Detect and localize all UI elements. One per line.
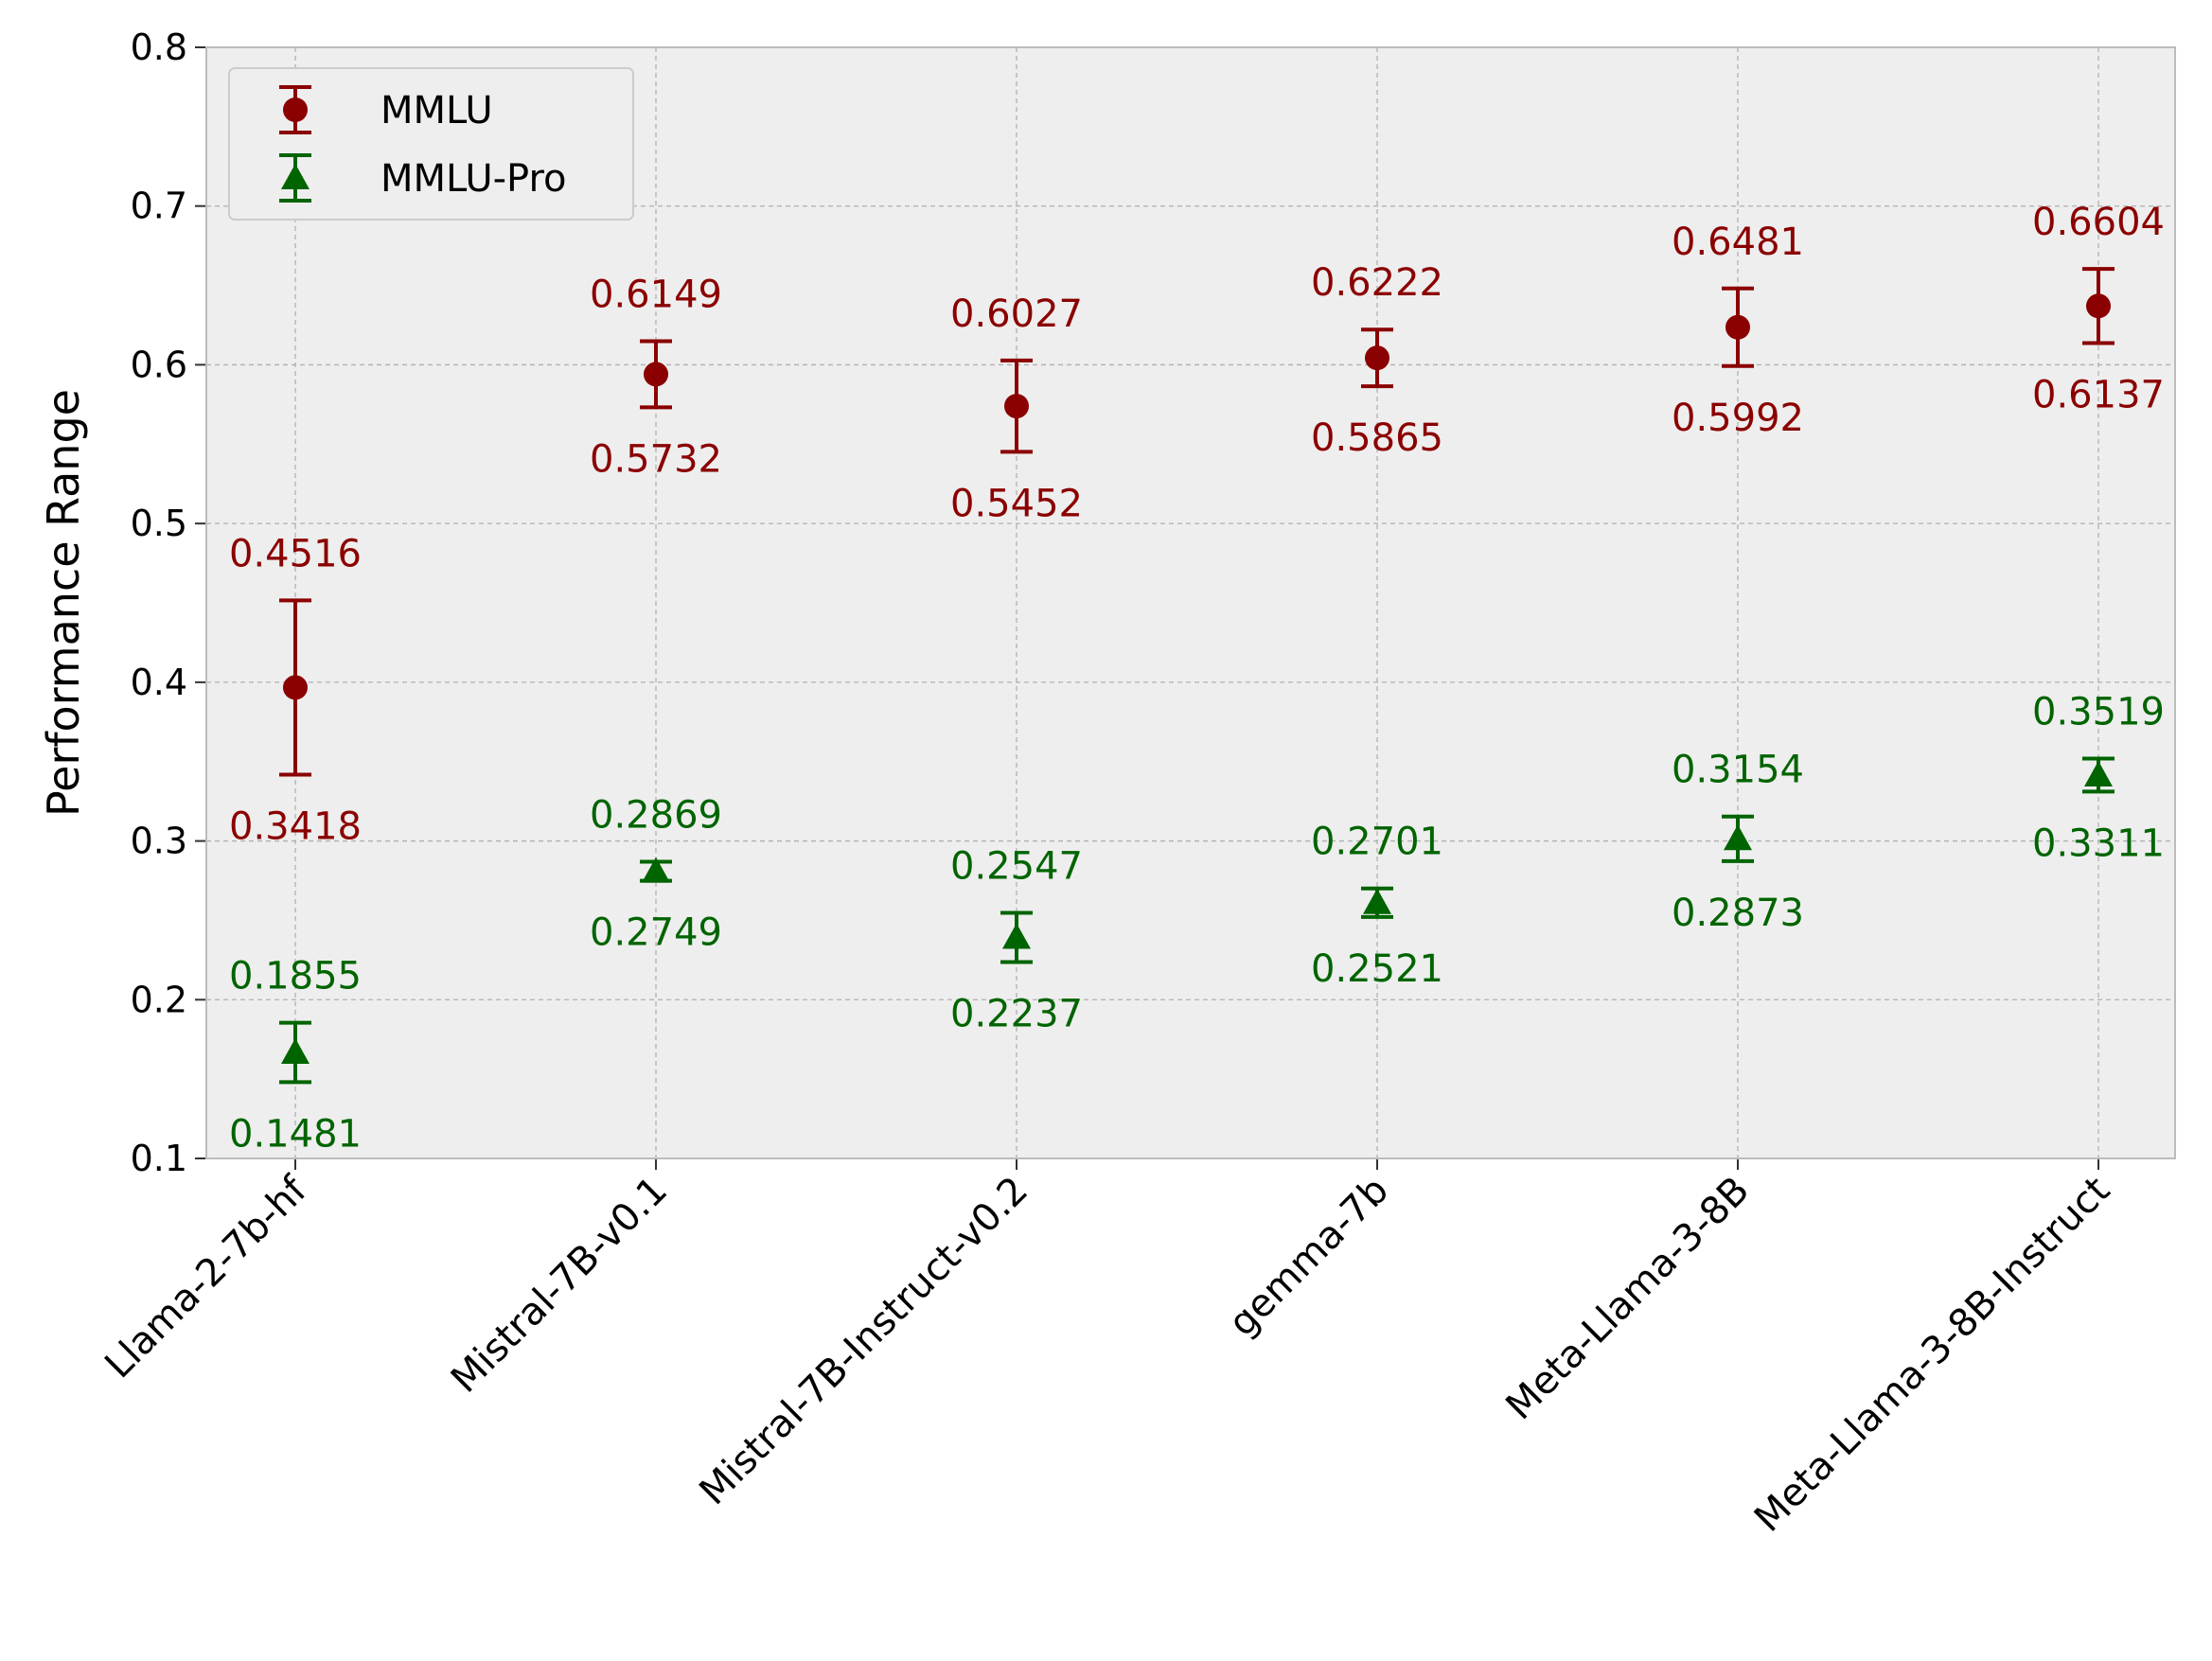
min-value-label: 0.2749 xyxy=(590,911,722,955)
max-value-label: 0.2547 xyxy=(950,845,1083,889)
data-point-mmlu-pro xyxy=(281,1037,310,1064)
max-value-label: 0.2869 xyxy=(590,794,722,838)
x-tick-label: gemma-7b xyxy=(1221,1169,1397,1345)
y-tick-label: 0.3 xyxy=(131,821,187,862)
legend-label: MMLU xyxy=(380,89,493,133)
min-value-label: 0.5865 xyxy=(1311,416,1443,460)
max-value-label: 0.6604 xyxy=(2032,201,2165,244)
y-tick-label: 0.8 xyxy=(131,27,187,68)
min-value-label: 0.2873 xyxy=(1672,892,1804,935)
x-tick-label: Llama-2-7b-hf xyxy=(97,1168,315,1387)
y-tick-label: 0.4 xyxy=(131,662,187,703)
data-point-mmlu xyxy=(1365,345,1389,371)
data-point-mmlu-pro xyxy=(2084,760,2113,786)
max-value-label: 0.3154 xyxy=(1672,749,1804,792)
y-axis-label: Performance Range xyxy=(38,389,89,817)
max-value-label: 0.4516 xyxy=(229,532,362,575)
max-value-label: 0.6481 xyxy=(1672,221,1804,264)
min-value-label: 0.6137 xyxy=(2032,373,2165,416)
max-value-label: 0.6149 xyxy=(590,273,722,316)
min-value-label: 0.5452 xyxy=(950,482,1083,525)
data-labels: 0.4516 0.3418 0.6149 0.5732 0.6027 0.5452 0.62… xyxy=(229,201,2165,1156)
max-value-label: 0.1855 xyxy=(229,955,362,998)
max-value-label: 0.6027 xyxy=(950,292,1083,336)
y-tick-label: 0.7 xyxy=(131,186,187,227)
min-value-label: 0.3418 xyxy=(229,804,362,848)
x-tick-label: Meta-Llama-3-8B-Instruct xyxy=(1746,1169,2118,1541)
legend-label: MMLU-Pro xyxy=(380,157,566,201)
x-tick-label: Mistral-7B-v0.1 xyxy=(443,1169,676,1402)
min-value-label: 0.1481 xyxy=(229,1112,362,1156)
data-point-mmlu-pro xyxy=(642,857,670,883)
max-value-label: 0.3519 xyxy=(2032,691,2165,734)
min-value-label: 0.5732 xyxy=(590,437,722,481)
min-value-label: 0.3311 xyxy=(2032,822,2165,865)
min-value-label: 0.2521 xyxy=(1311,947,1443,991)
data-point-mmlu-pro xyxy=(1724,824,1752,851)
data-point-mmlu xyxy=(1725,314,1750,340)
y-tick-label: 0.2 xyxy=(131,979,187,1020)
legend-box xyxy=(228,67,634,221)
data-point-mmlu xyxy=(2086,293,2111,319)
data-point-mmlu-pro xyxy=(1363,888,1391,914)
max-value-label: 0.2701 xyxy=(1311,821,1443,864)
min-value-label: 0.2237 xyxy=(950,993,1083,1036)
legend: MMLU MMLU-Pro xyxy=(228,67,634,221)
x-tick-label: Meta-Llama-3-8B xyxy=(1497,1169,1758,1429)
x-tick-label: Mistral-7B-Instruct-v0.2 xyxy=(691,1169,1036,1514)
max-value-label: 0.6222 xyxy=(1311,261,1443,305)
plot-area xyxy=(206,47,2175,1158)
data-point-mmlu xyxy=(1004,394,1029,419)
y-tick-label: 0.5 xyxy=(131,503,187,544)
legend-marker-circle xyxy=(283,97,308,122)
data-point-mmlu xyxy=(283,675,308,700)
y-tick-label: 0.6 xyxy=(131,344,187,385)
y-tick-label: 0.1 xyxy=(131,1138,187,1179)
data-point-mmlu xyxy=(644,362,668,387)
legend-marker-triangle xyxy=(281,164,310,189)
data-point-mmlu-pro xyxy=(1002,923,1031,949)
min-value-label: 0.5992 xyxy=(1672,397,1804,440)
plot-frame xyxy=(205,46,2176,1159)
data-marks xyxy=(279,267,2115,1085)
